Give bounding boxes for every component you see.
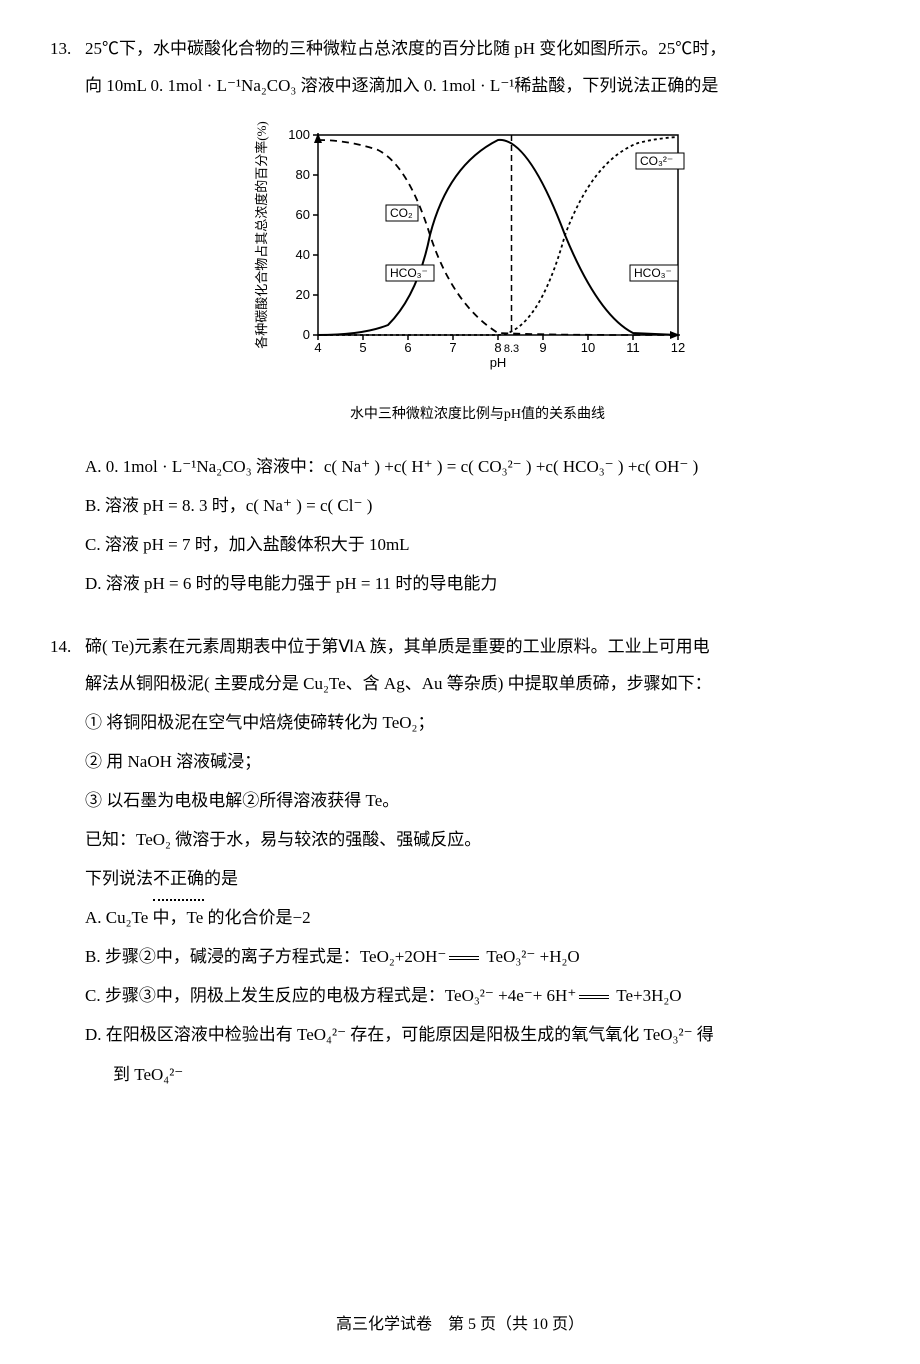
- svg-text:各种碳酸化合物占其总浓度的百分率(%): 各种碳酸化合物占其总浓度的百分率(%): [254, 121, 269, 349]
- q14-option-b: B. 步骤②中，碱浸的离子方程式是：TeO₂+2OH⁻ TeO₃²⁻ +H₂O: [85, 937, 870, 976]
- q14-optD-line2: 到 TeO₄²⁻: [85, 1055, 870, 1094]
- q14-optB-post: TeO₃²⁻ +H₂O: [482, 947, 579, 966]
- svg-text:10: 10: [580, 340, 594, 355]
- svg-text:40: 40: [295, 247, 309, 262]
- q14-body: 解法从铜阳极泥( 主要成分是 Cu₂Te、含 Ag、Au 等杂质) 中提取单质碲…: [50, 665, 870, 1093]
- q14-option-c: C. 步骤③中，阴极上发生反应的电极方程式是：TeO₃²⁻ +4e⁻+ 6H⁺ …: [85, 976, 870, 1015]
- q13-number: 13.: [50, 30, 85, 67]
- q14-header: 14. 碲( Te)元素在元素周期表中位于第ⅥA 族，其单质是重要的工业原料。工…: [50, 628, 870, 665]
- q13-option-c: C. 溶液 pH = 7 时，加入盐酸体积大于 10mL: [85, 525, 870, 564]
- q14-line1: 碲( Te)元素在元素周期表中位于第ⅥA 族，其单质是重要的工业原料。工业上可用…: [85, 628, 870, 665]
- q14-option-d: D. 在阳极区溶液中检验出有 TeO₄²⁻ 存在，可能原因是阳极生成的氧气氧化 …: [85, 1015, 870, 1093]
- svg-text:20: 20: [295, 287, 309, 302]
- q14-optB-pre: B. 步骤②中，碱浸的离子方程式是：TeO₂+2OH⁻: [85, 947, 446, 966]
- q14-ask-prefix: 下列说法: [85, 869, 153, 888]
- svg-text:4: 4: [314, 340, 321, 355]
- page-footer: 高三化学试卷 第 5 页（共 10 页）: [0, 1310, 920, 1334]
- q13-line1: 25℃下，水中碳酸化合物的三种微粒占总浓度的百分比随 pH 变化如图所示。25℃…: [85, 30, 870, 67]
- svg-text:80: 80: [295, 167, 309, 182]
- svg-text:0: 0: [302, 327, 309, 342]
- svg-text:60: 60: [295, 207, 309, 222]
- svg-text:HCO₃⁻: HCO₃⁻: [390, 266, 428, 280]
- q14-ask: 下列说法不正确的是: [85, 859, 870, 898]
- q14-optD-line1: D. 在阳极区溶液中检验出有 TeO₄²⁻ 存在，可能原因是阳极生成的氧气氧化 …: [85, 1015, 870, 1054]
- q13-body: 向 10mL 0. 1mol · L⁻¹Na₂CO₃ 溶液中逐滴加入 0. 1m…: [50, 67, 870, 603]
- chart-caption: 水中三种微粒浓度比例与pH值的关系曲线: [248, 400, 708, 431]
- question-14: 14. 碲( Te)元素在元素周期表中位于第ⅥA 族，其单质是重要的工业原料。工…: [50, 628, 870, 1094]
- q13-line2: 向 10mL 0. 1mol · L⁻¹Na₂CO₃ 溶液中逐滴加入 0. 1m…: [85, 67, 870, 104]
- q14-known: 已知：TeO₂ 微溶于水，易与较浓的强酸、强碱反应。: [85, 820, 870, 859]
- svg-text:HCO₃⁻: HCO₃⁻: [634, 266, 672, 280]
- eq-line-icon: [579, 995, 609, 999]
- q14-step1: ① 将铜阳极泥在空气中焙烧使碲转化为 TeO₂；: [85, 703, 870, 742]
- q13-option-b: B. 溶液 pH = 8. 3 时，c( Na⁺ ) = c( Cl⁻ ): [85, 486, 870, 525]
- q13-chart: 0 20 40 60 80 100 4 5 6 7 88.3 9 10 11 12 CO₂ HCO₃⁻ HCO₃⁻…: [248, 115, 708, 431]
- q13-option-a: A. 0. 1mol · L⁻¹Na₂CO₃ 溶液中：c( Na⁺ ) +c( …: [85, 447, 870, 486]
- q14-option-a: A. Cu₂Te 中，Te 的化合价是−2: [85, 898, 870, 937]
- svg-text:CO₃²⁻: CO₃²⁻: [640, 154, 673, 168]
- svg-text:12: 12: [670, 340, 684, 355]
- q14-optC-post: Te+3H₂O: [612, 986, 681, 1005]
- q14-ask-suffix: 的是: [204, 869, 238, 888]
- svg-text:9: 9: [539, 340, 546, 355]
- q14-line2: 解法从铜阳极泥( 主要成分是 Cu₂Te、含 Ag、Au 等杂质) 中提取单质碲…: [85, 665, 870, 702]
- q14-optC-pre: C. 步骤③中，阴极上发生反应的电极方程式是：TeO₃²⁻ +4e⁻+ 6H⁺: [85, 986, 576, 1005]
- eq-line-icon: [449, 956, 479, 960]
- svg-text:7: 7: [449, 340, 456, 355]
- svg-text:5: 5: [359, 340, 366, 355]
- chart-svg: 0 20 40 60 80 100 4 5 6 7 88.3 9 10 11 12 CO₂ HCO₃⁻ HCO₃⁻…: [248, 115, 708, 385]
- svg-text:pH: pH: [489, 355, 506, 370]
- svg-text:6: 6: [404, 340, 411, 355]
- svg-text:8.3: 8.3: [503, 343, 518, 355]
- q13-header: 13. 25℃下，水中碳酸化合物的三种微粒占总浓度的百分比随 pH 变化如图所示…: [50, 30, 870, 67]
- q14-number: 14.: [50, 628, 85, 665]
- svg-text:8: 8: [494, 340, 501, 355]
- q13-chart-wrap: 0 20 40 60 80 100 4 5 6 7 88.3 9 10 11 12 CO₂ HCO₃⁻ HCO₃⁻…: [85, 115, 870, 432]
- q13-option-d: D. 溶液 pH = 6 时的导电能力强于 pH = 11 时的导电能力: [85, 564, 870, 603]
- q14-ask-emph: 不正确: [153, 859, 204, 898]
- q14-step3: ③ 以石墨为电极电解②所得溶液获得 Te。: [85, 781, 870, 820]
- svg-text:100: 100: [288, 127, 310, 142]
- q14-step2: ② 用 NaOH 溶液碱浸；: [85, 742, 870, 781]
- question-13: 13. 25℃下，水中碳酸化合物的三种微粒占总浓度的百分比随 pH 变化如图所示…: [50, 30, 870, 603]
- svg-text:11: 11: [626, 340, 640, 355]
- svg-text:CO₂: CO₂: [390, 206, 413, 220]
